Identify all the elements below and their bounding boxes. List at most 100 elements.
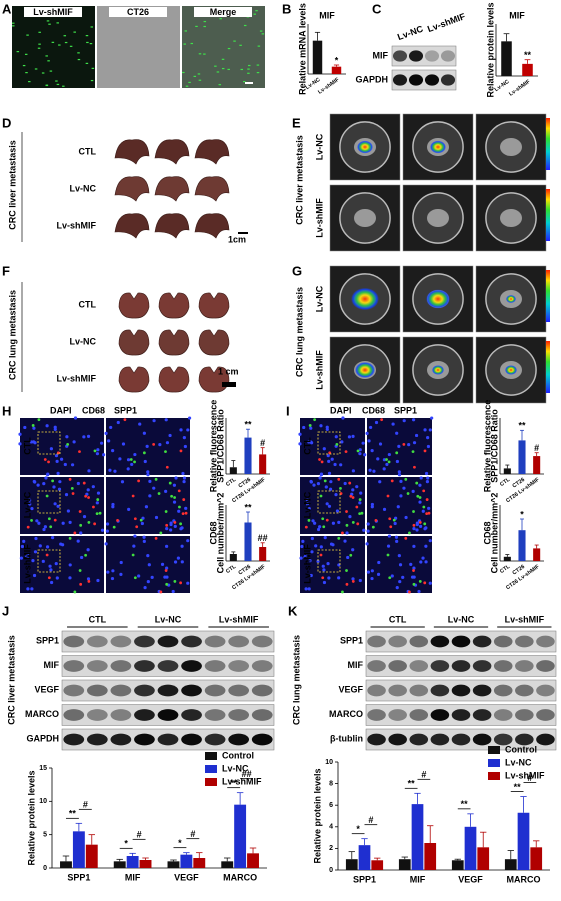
stain-signal — [412, 510, 415, 513]
label: VEGF — [34, 684, 59, 694]
stain-signal — [30, 519, 33, 522]
label: MIF — [44, 660, 60, 670]
panel-letter: I — [286, 403, 290, 418]
cell-signal — [259, 30, 263, 32]
organ — [198, 329, 230, 356]
nucleus — [365, 542, 369, 546]
significance: ** — [408, 779, 416, 789]
stain-signal — [92, 505, 95, 509]
stain-signal — [321, 576, 325, 580]
organ — [154, 139, 190, 165]
nucleus — [55, 576, 59, 580]
blot-band — [451, 660, 471, 672]
stain-signal — [93, 449, 97, 453]
nucleus — [127, 507, 131, 511]
nucleus — [108, 468, 112, 472]
nucleus — [32, 479, 36, 484]
nucleus — [173, 524, 177, 528]
cell-signal — [193, 75, 197, 78]
significance: ** — [244, 420, 252, 430]
blot-band — [86, 733, 108, 746]
nucleus — [347, 435, 352, 439]
nucleus — [23, 425, 27, 430]
micrograph — [182, 6, 265, 88]
label-box — [24, 7, 82, 17]
cell-signal — [182, 71, 185, 74]
nucleus — [76, 539, 80, 543]
nucleus — [32, 573, 37, 578]
blot-band — [367, 709, 386, 721]
panel-letter: E — [292, 115, 301, 130]
blot-band — [430, 635, 450, 648]
stain-signal — [408, 590, 411, 594]
nucleus — [49, 447, 53, 451]
nucleus — [133, 534, 137, 538]
blot-band — [134, 733, 155, 746]
nucleus — [26, 587, 30, 591]
stain-signal — [387, 460, 391, 464]
cell-signal — [221, 67, 225, 70]
nucleus — [325, 427, 329, 432]
nucleus — [186, 581, 190, 585]
nucleus — [142, 535, 146, 539]
bar — [504, 859, 517, 870]
blot-band — [63, 660, 85, 672]
label: 10 — [39, 798, 47, 805]
stain-signal — [418, 580, 422, 583]
stain-signal — [154, 536, 158, 540]
cell-signal — [247, 72, 250, 74]
organ — [158, 329, 190, 356]
label: MARCO — [25, 709, 59, 719]
signal — [357, 140, 373, 154]
nucleus — [304, 554, 308, 559]
blot-band — [493, 709, 513, 721]
nucleus — [397, 554, 401, 558]
nucleus — [427, 506, 431, 510]
stain-signal — [179, 522, 183, 526]
stain-signal — [45, 494, 49, 498]
side-title: CRC lung metastasis — [294, 287, 304, 377]
blot-band — [408, 74, 424, 86]
stain-signal — [112, 525, 116, 529]
label: 6 — [329, 802, 333, 809]
cell-signal — [12, 22, 15, 24]
panel-letter: H — [2, 403, 11, 418]
nucleus — [130, 462, 134, 467]
nucleus — [35, 519, 39, 523]
blot-band — [157, 660, 179, 672]
nucleus — [132, 544, 136, 548]
roi-box — [317, 431, 341, 455]
stain-signal — [78, 450, 81, 454]
nucleus — [28, 498, 32, 502]
label: GAPDH — [26, 733, 59, 743]
blot-band — [228, 733, 250, 746]
blot-band — [515, 635, 534, 648]
label-box — [109, 7, 167, 17]
roi-box — [37, 490, 61, 514]
blot-band — [536, 684, 555, 697]
blot-band — [515, 709, 534, 721]
significance: # — [534, 443, 539, 453]
colorbar — [546, 118, 550, 170]
stain-signal — [164, 450, 167, 454]
stain-signal — [388, 576, 392, 580]
nucleus — [327, 504, 332, 508]
nucleus — [138, 422, 142, 426]
organ — [198, 366, 230, 393]
bar — [193, 858, 206, 868]
nucleus — [107, 439, 111, 443]
nucleus — [179, 527, 183, 531]
nucleus — [318, 525, 322, 529]
label: Lv-shMIF — [314, 198, 324, 238]
cell-signal — [26, 34, 29, 36]
blot-band — [430, 709, 450, 721]
nucleus — [152, 486, 156, 490]
nucleus — [165, 527, 169, 531]
side-title: CRC liver metastasis — [294, 135, 304, 225]
nucleus — [30, 587, 34, 591]
legend-label: Control — [505, 744, 537, 754]
blot-band — [157, 709, 179, 721]
x-tick-label: SPP1 — [353, 874, 376, 884]
significance: # — [137, 830, 142, 840]
bar — [312, 40, 323, 74]
